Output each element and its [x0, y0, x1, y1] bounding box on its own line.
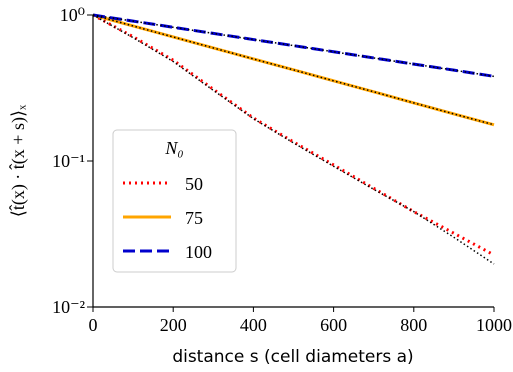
x-tick-label: 600 — [320, 315, 347, 335]
y-tick-label: 10⁰ — [60, 5, 85, 25]
x-tick-label: 800 — [400, 315, 427, 335]
legend-label: 50 — [185, 174, 203, 194]
axes — [92, 15, 494, 308]
x-axis-label: distance s (cell diameters a) — [172, 347, 413, 367]
series-line — [92, 13, 495, 257]
y-axis-label: ⟨t̂(x) · t̂(x + s)⟩ₓ — [8, 104, 29, 217]
fit-line — [92, 14, 495, 126]
x-tick-label: 400 — [240, 315, 267, 335]
legend-title: N₀ — [164, 138, 183, 158]
x-tick-label: 0 — [89, 315, 98, 335]
fit-line — [92, 14, 495, 78]
legend-label: 75 — [185, 208, 203, 228]
legend-label: 100 — [185, 242, 212, 262]
y-tick-label: 10⁻¹ — [52, 151, 85, 171]
legend-box — [112, 129, 237, 273]
fit-line — [92, 14, 495, 265]
y-tick-label: 10⁻² — [52, 297, 85, 317]
x-tick-label: 200 — [160, 315, 187, 335]
x-tick-label: 1000 — [476, 315, 512, 335]
